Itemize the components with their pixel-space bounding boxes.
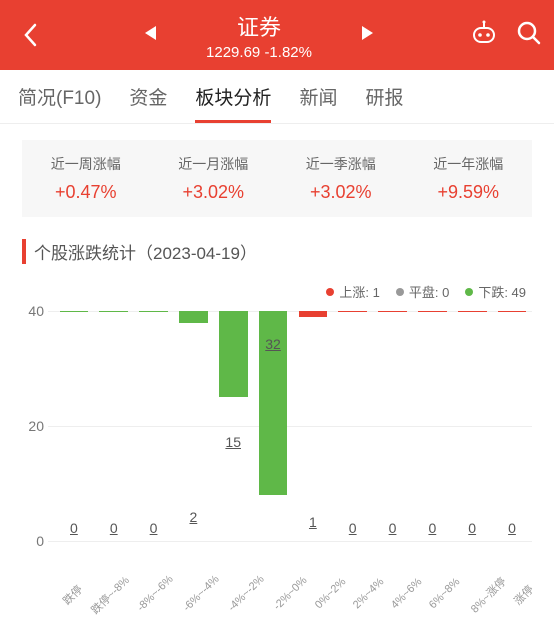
stock-subinfo: 1229.69 -1.82% bbox=[206, 44, 312, 61]
bar-value: 0 bbox=[389, 520, 397, 536]
legend-dot-icon bbox=[326, 288, 334, 296]
header-bar: 证券 1229.69 -1.82% bbox=[0, 0, 554, 70]
period-value: +0.47% bbox=[22, 182, 150, 203]
bar-value: 2 bbox=[189, 509, 197, 525]
y-tick: 40 bbox=[28, 303, 44, 319]
triangle-right-icon bbox=[360, 24, 376, 42]
grid-line bbox=[48, 541, 532, 542]
x-label-3: -6%~-4% bbox=[171, 563, 224, 616]
legend-dot-icon bbox=[465, 288, 473, 296]
triangle-left-icon bbox=[142, 24, 158, 42]
tab-4[interactable]: 研报 bbox=[351, 70, 417, 123]
x-label-4: -4%~-2% bbox=[216, 563, 269, 616]
bar-col-1: 0 bbox=[94, 311, 134, 541]
bar-value: 0 bbox=[70, 520, 78, 536]
bar-rect bbox=[418, 311, 447, 312]
period-cell-0[interactable]: 近一周涨幅 +0.47% bbox=[22, 140, 150, 217]
x-label-0: 跌停 bbox=[47, 570, 87, 610]
period-label: 近一月涨幅 bbox=[150, 154, 278, 174]
bar-value: 0 bbox=[508, 520, 516, 536]
period-value: +3.02% bbox=[277, 182, 405, 203]
bar-value: 0 bbox=[349, 520, 357, 536]
period-cell-3[interactable]: 近一年涨幅 +9.59% bbox=[405, 140, 533, 217]
search-button[interactable] bbox=[516, 20, 542, 51]
tab-3[interactable]: 新闻 bbox=[285, 70, 351, 123]
bar-rect bbox=[458, 311, 487, 312]
tab-0[interactable]: 简况(F10) bbox=[4, 70, 115, 123]
bar-col-7: 0 bbox=[333, 311, 373, 541]
legend-item-2: 下跌: 49 bbox=[465, 282, 526, 301]
chevron-left-icon bbox=[23, 23, 37, 47]
bar-rect bbox=[179, 311, 208, 323]
bar-rect bbox=[60, 311, 89, 312]
x-label-2: -8%~-6% bbox=[125, 563, 178, 616]
robot-icon bbox=[470, 20, 498, 46]
period-row: 近一周涨幅+0.47%近一月涨幅+3.02%近一季涨幅+3.02%近一年涨幅+9… bbox=[22, 140, 532, 217]
next-button[interactable] bbox=[360, 24, 376, 47]
period-cell-2[interactable]: 近一季涨幅 +3.02% bbox=[277, 140, 405, 217]
legend-dot-icon bbox=[396, 288, 404, 296]
back-button[interactable] bbox=[12, 23, 48, 47]
bar-rect bbox=[99, 311, 128, 312]
period-value: +3.02% bbox=[150, 182, 278, 203]
bar-col-0: 0 bbox=[54, 311, 94, 541]
tab-2[interactable]: 板块分析 bbox=[181, 70, 285, 123]
bar-chart: 02040 00021532100000 bbox=[48, 311, 532, 571]
bar-value: 0 bbox=[468, 520, 476, 536]
bar-value: 1 bbox=[309, 514, 317, 530]
legend-item-1: 平盘: 0 bbox=[396, 282, 449, 301]
chart-legend: 上涨: 1 平盘: 0 下跌: 49 bbox=[28, 282, 526, 301]
search-icon bbox=[516, 20, 542, 46]
period-value: +9.59% bbox=[405, 182, 533, 203]
period-cell-1[interactable]: 近一月涨幅 +3.02% bbox=[150, 140, 278, 217]
tab-1[interactable]: 资金 bbox=[115, 70, 181, 123]
period-label: 近一季涨幅 bbox=[277, 154, 405, 174]
bar-rect bbox=[378, 311, 407, 312]
bar-rect bbox=[299, 311, 328, 317]
bar-rect bbox=[139, 311, 168, 312]
bar-col-9: 0 bbox=[412, 311, 452, 541]
prev-button[interactable] bbox=[142, 24, 158, 47]
stock-title: 证券 bbox=[206, 10, 312, 42]
bar-col-11: 0 bbox=[492, 311, 532, 541]
x-label-11: 涨停 bbox=[498, 570, 538, 610]
title-block: 证券 1229.69 -1.82% bbox=[206, 10, 312, 61]
tab-row: 简况(F10)资金板块分析新闻研报 bbox=[0, 70, 554, 124]
x-label-9: 6%~8% bbox=[417, 566, 465, 614]
bar-col-2: 0 bbox=[134, 311, 174, 541]
section-title: 个股涨跌统计（2023-04-19） bbox=[22, 239, 532, 264]
bar-col-3: 2 bbox=[173, 311, 213, 541]
period-label: 近一年涨幅 bbox=[405, 154, 533, 174]
bar-col-5: 32 bbox=[253, 311, 293, 541]
bar-value: 0 bbox=[110, 520, 118, 536]
bar-col-6: 1 bbox=[293, 311, 333, 541]
bar-col-8: 0 bbox=[373, 311, 413, 541]
bar-col-4: 15 bbox=[213, 311, 253, 541]
bar-rect bbox=[338, 311, 367, 312]
bar-value: 32 bbox=[265, 336, 281, 352]
bar-col-10: 0 bbox=[452, 311, 492, 541]
bar-value: 0 bbox=[428, 520, 436, 536]
legend-item-0: 上涨: 1 bbox=[326, 282, 379, 301]
y-tick: 0 bbox=[36, 533, 44, 549]
y-tick: 20 bbox=[28, 418, 44, 434]
bar-rect bbox=[219, 311, 248, 397]
bar-value: 0 bbox=[150, 520, 158, 536]
bar-value: 15 bbox=[225, 434, 241, 450]
robot-button[interactable] bbox=[470, 20, 498, 51]
bar-rect bbox=[498, 311, 527, 312]
period-label: 近一周涨幅 bbox=[22, 154, 150, 174]
